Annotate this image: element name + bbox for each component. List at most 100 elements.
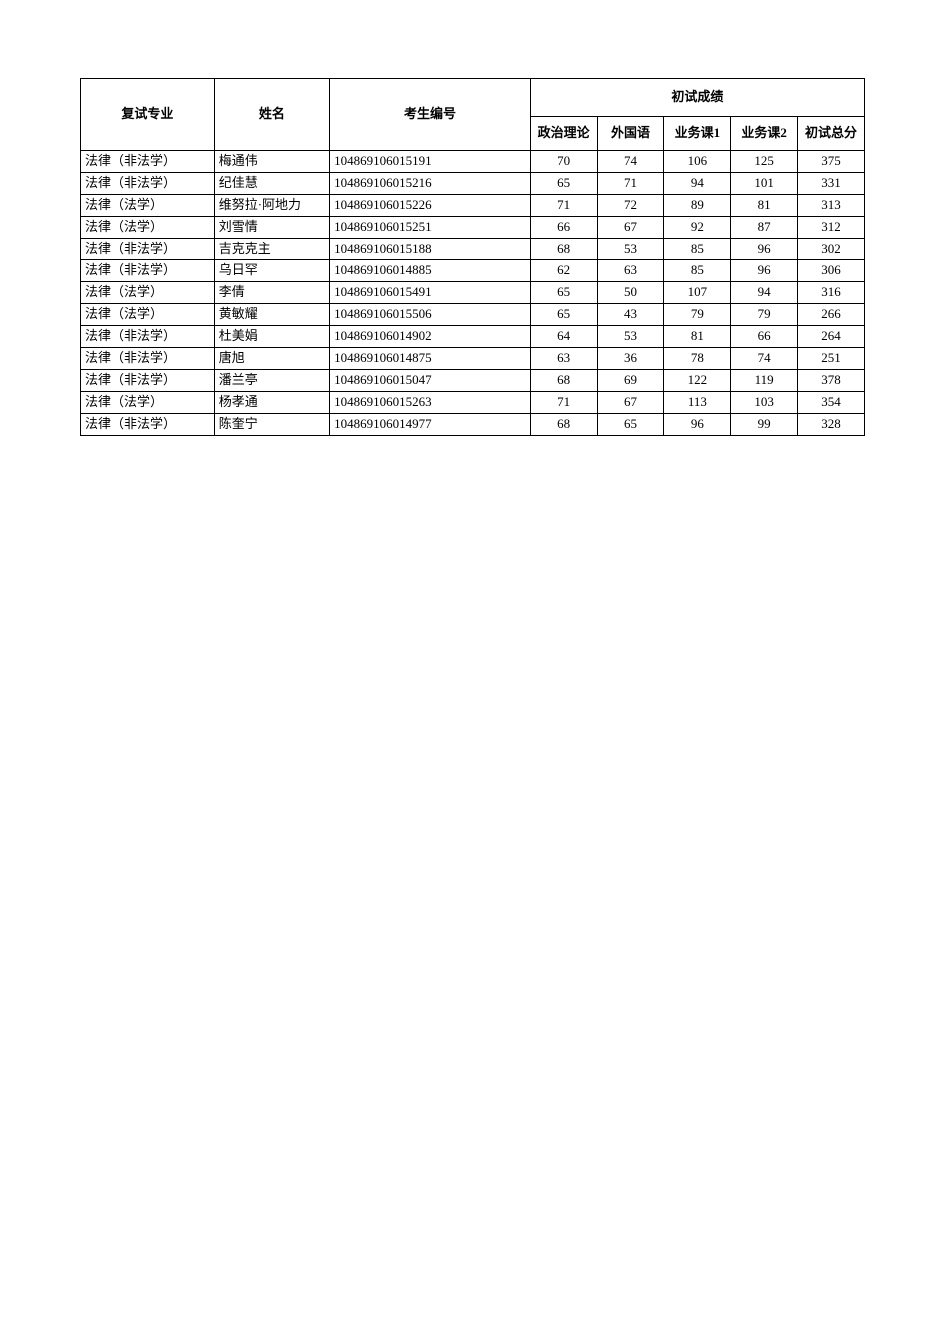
table-row: 法律（非法学）杜美娟10486910601490264538166264: [81, 326, 865, 348]
table-body: 法律（非法学）梅通伟1048691060151917074106125375法律…: [81, 151, 865, 436]
cell-total: 264: [798, 326, 865, 348]
cell-exam-id: 104869106014977: [330, 413, 531, 435]
header-politics: 政治理论: [530, 117, 597, 151]
cell-name: 黄敏耀: [214, 304, 329, 326]
cell-name: 杨孝通: [214, 391, 329, 413]
cell-subject1: 122: [664, 369, 731, 391]
cell-major: 法律（非法学）: [81, 326, 215, 348]
cell-politics: 71: [530, 391, 597, 413]
scores-table: 复试专业 姓名 考生编号 初试成绩 政治理论 外国语 业务课1 业务课2 初试总…: [80, 78, 865, 436]
header-exam-id: 考生编号: [330, 79, 531, 151]
cell-name: 潘兰亭: [214, 369, 329, 391]
table-row: 法律（非法学）梅通伟1048691060151917074106125375: [81, 151, 865, 173]
cell-subject2: 99: [731, 413, 798, 435]
cell-subject2: 94: [731, 282, 798, 304]
cell-major: 法律（非法学）: [81, 172, 215, 194]
cell-subject1: 113: [664, 391, 731, 413]
cell-subject1: 107: [664, 282, 731, 304]
cell-total: 328: [798, 413, 865, 435]
cell-name: 李倩: [214, 282, 329, 304]
cell-politics: 65: [530, 172, 597, 194]
cell-exam-id: 104869106014902: [330, 326, 531, 348]
cell-subject1: 78: [664, 348, 731, 370]
cell-politics: 62: [530, 260, 597, 282]
cell-total: 331: [798, 172, 865, 194]
cell-subject1: 79: [664, 304, 731, 326]
cell-major: 法律（非法学）: [81, 369, 215, 391]
header-row-top: 复试专业 姓名 考生编号 初试成绩: [81, 79, 865, 117]
cell-major: 法律（法学）: [81, 194, 215, 216]
cell-politics: 71: [530, 194, 597, 216]
header-foreign-lang: 外国语: [597, 117, 664, 151]
table-row: 法律（非法学）纪佳慧104869106015216657194101331: [81, 172, 865, 194]
cell-exam-id: 104869106015191: [330, 151, 531, 173]
cell-name: 唐旭: [214, 348, 329, 370]
cell-subject2: 79: [731, 304, 798, 326]
table-row: 法律（非法学）潘兰亭1048691060150476869122119378: [81, 369, 865, 391]
cell-foreign-lang: 50: [597, 282, 664, 304]
cell-foreign-lang: 72: [597, 194, 664, 216]
cell-subject2: 87: [731, 216, 798, 238]
header-major: 复试专业: [81, 79, 215, 151]
cell-foreign-lang: 71: [597, 172, 664, 194]
cell-subject1: 85: [664, 260, 731, 282]
cell-total: 266: [798, 304, 865, 326]
cell-name: 纪佳慧: [214, 172, 329, 194]
cell-subject2: 101: [731, 172, 798, 194]
cell-name: 陈奎宁: [214, 413, 329, 435]
cell-politics: 65: [530, 304, 597, 326]
header-name: 姓名: [214, 79, 329, 151]
cell-exam-id: 104869106014885: [330, 260, 531, 282]
cell-foreign-lang: 67: [597, 391, 664, 413]
cell-subject2: 96: [731, 238, 798, 260]
cell-exam-id: 104869106014875: [330, 348, 531, 370]
cell-name: 杜美娟: [214, 326, 329, 348]
cell-exam-id: 104869106015047: [330, 369, 531, 391]
header-subject1: 业务课1: [664, 117, 731, 151]
cell-major: 法律（非法学）: [81, 348, 215, 370]
cell-major: 法律（非法学）: [81, 413, 215, 435]
table-row: 法律（非法学）乌日罕10486910601488562638596306: [81, 260, 865, 282]
cell-total: 302: [798, 238, 865, 260]
cell-total: 378: [798, 369, 865, 391]
cell-subject1: 106: [664, 151, 731, 173]
cell-total: 306: [798, 260, 865, 282]
cell-subject2: 125: [731, 151, 798, 173]
cell-subject2: 74: [731, 348, 798, 370]
cell-major: 法律（非法学）: [81, 238, 215, 260]
table-row: 法律（法学）黄敏耀10486910601550665437979266: [81, 304, 865, 326]
table-row: 法律（非法学）陈奎宁10486910601497768659699328: [81, 413, 865, 435]
header-subject2: 业务课2: [731, 117, 798, 151]
cell-total: 251: [798, 348, 865, 370]
cell-total: 313: [798, 194, 865, 216]
cell-exam-id: 104869106015491: [330, 282, 531, 304]
cell-name: 梅通伟: [214, 151, 329, 173]
cell-politics: 65: [530, 282, 597, 304]
cell-politics: 68: [530, 413, 597, 435]
cell-foreign-lang: 43: [597, 304, 664, 326]
cell-total: 354: [798, 391, 865, 413]
cell-subject1: 96: [664, 413, 731, 435]
cell-subject1: 94: [664, 172, 731, 194]
table-row: 法律（法学）刘雪情10486910601525166679287312: [81, 216, 865, 238]
cell-subject2: 119: [731, 369, 798, 391]
cell-foreign-lang: 53: [597, 238, 664, 260]
cell-subject2: 96: [731, 260, 798, 282]
cell-exam-id: 104869106015216: [330, 172, 531, 194]
table-row: 法律（非法学）吉克克主10486910601518868538596302: [81, 238, 865, 260]
cell-exam-id: 104869106015226: [330, 194, 531, 216]
cell-subject2: 81: [731, 194, 798, 216]
table-row: 法律（法学）李倩104869106015491655010794316: [81, 282, 865, 304]
cell-politics: 68: [530, 369, 597, 391]
cell-subject1: 92: [664, 216, 731, 238]
cell-name: 吉克克主: [214, 238, 329, 260]
cell-exam-id: 104869106015506: [330, 304, 531, 326]
cell-foreign-lang: 53: [597, 326, 664, 348]
cell-exam-id: 104869106015263: [330, 391, 531, 413]
cell-foreign-lang: 63: [597, 260, 664, 282]
cell-major: 法律（非法学）: [81, 260, 215, 282]
cell-name: 维努拉·阿地力: [214, 194, 329, 216]
cell-major: 法律（法学）: [81, 304, 215, 326]
cell-politics: 68: [530, 238, 597, 260]
table-row: 法律（法学）杨孝通1048691060152637167113103354: [81, 391, 865, 413]
